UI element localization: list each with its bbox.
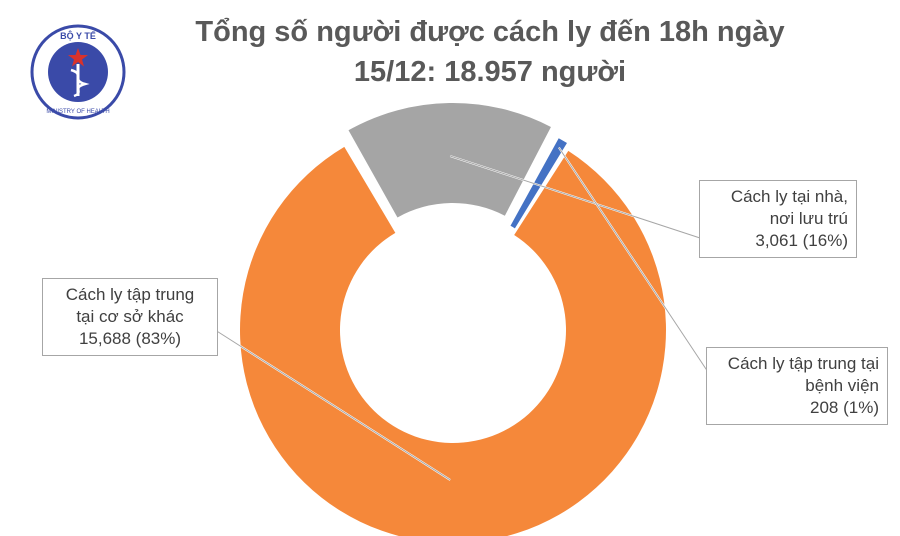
callout-facility-line-1: Cách ly tập trung: [65, 285, 195, 304]
leader-line-home-stroke: [450, 155, 701, 239]
callout-home-line-2: nơi lưu trú: [769, 209, 848, 228]
ministry-of-health-logo: BỘ Y TẾ MINISTRY OF HEALTH: [30, 24, 126, 120]
callout-home-value: 3,061 (16%): [755, 231, 848, 250]
leader-line-hospital-stroke: [558, 147, 709, 373]
callout-label-hospital: Cách ly tập trung tại bệnh viện 208 (1%): [706, 347, 888, 425]
chart-title: Tổng số người được cách ly đến 18h ngày …: [150, 12, 830, 92]
logo-top-text: BỘ Y TẾ: [60, 30, 96, 41]
callout-label-home: Cách ly tại nhà, nơi lưu trú 3,061 (16%): [699, 180, 857, 258]
callout-hospital-line-1: Cách ly tập trung tại: [727, 354, 879, 373]
slice-home: [348, 103, 551, 218]
callout-hospital-line-2: bệnh viện: [805, 376, 879, 395]
callout-facility-value: 15,688 (83%): [78, 329, 182, 348]
slice-hospital: [510, 138, 567, 229]
callout-hospital-value: 208 (1%): [810, 398, 879, 417]
callout-facility-line-2: tại cơ sở khác: [76, 307, 184, 326]
chart-title-line-2: 15/12: 18.957 người: [353, 56, 627, 88]
slice-facility: [240, 146, 666, 536]
callout-label-facility: Cách ly tập trung tại cơ sở khác 15,688 …: [42, 278, 218, 356]
callout-home-line-1: Cách ly tại nhà,: [730, 187, 848, 206]
logo-bottom-text: MINISTRY OF HEALTH: [46, 109, 109, 115]
leader-line-facility-stroke: [211, 327, 451, 481]
chart-title-line-1: Tổng số người được cách ly đến 18h ngày: [195, 16, 785, 48]
